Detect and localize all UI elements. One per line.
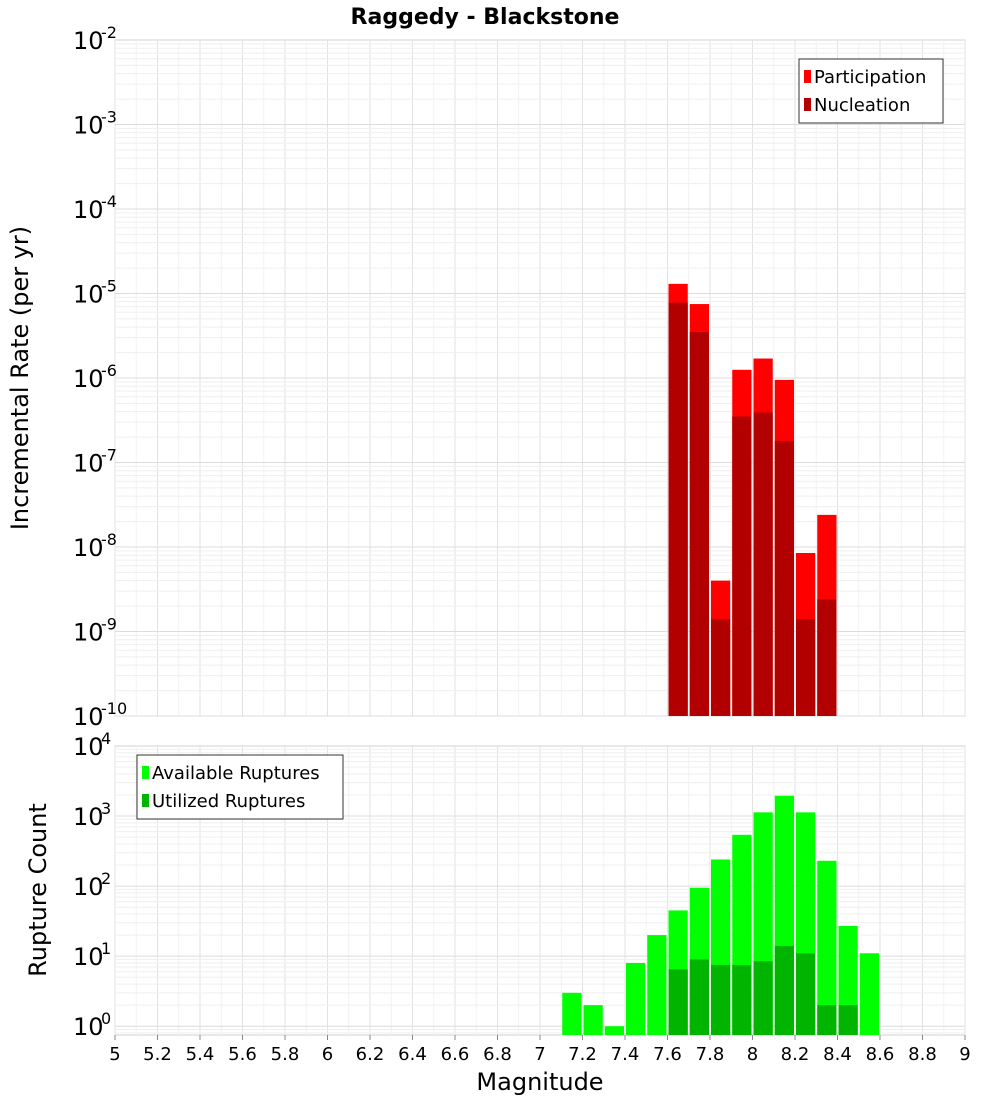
bar [711,619,731,716]
bar [859,953,879,1035]
legend-label: Participation [814,67,926,88]
x-tick-label: 8.8 [908,1044,937,1065]
y-tick-exponent: -5 [101,277,117,296]
y-tick-exponent: 1 [101,939,111,958]
bottom-legend: Available Ruptures Utilized Ruptures [136,754,344,820]
y-tick-label: 10 [73,619,104,647]
y-tick-label: 10 [73,450,104,478]
bottom-grid [114,746,966,1035]
x-tick-label: 6.8 [483,1044,512,1065]
legend-box [798,58,944,124]
bar [689,959,709,1035]
y-tick-exponent: -2 [101,23,117,42]
legend-label: Nucleation [814,95,910,116]
top-legend: Participation Nucleation [798,58,944,124]
y-tick-label: 10 [73,365,104,393]
bar [583,1005,603,1035]
chart-title: Raggedy - Blackstone [351,5,620,30]
bar [817,599,837,716]
bottom-y-axis-label: Rupture Count [24,803,52,977]
x-tick-label: 6.6 [441,1044,470,1065]
x-tick-label: 8 [747,1044,758,1065]
top-y-ticks: 10-210-310-410-510-610-710-810-910-10 [73,23,127,731]
y-tick-exponent: -6 [101,361,117,380]
y-tick-exponent: -7 [101,446,117,465]
x-tick-label: 7.2 [568,1044,597,1065]
y-tick-exponent: 0 [101,1009,111,1028]
y-tick-exponent: -4 [101,192,117,211]
x-tick-label: 5.6 [228,1044,257,1065]
y-tick-label: 10 [73,733,104,761]
x-tick-label: 6.2 [356,1044,385,1065]
y-tick-label: 10 [73,27,104,55]
bar [796,953,816,1035]
bar [647,935,667,1035]
bar [689,332,709,716]
bar [562,992,582,1035]
top-y-axis-label: Incremental Rate (per yr) [6,226,34,530]
y-tick-label: 10 [73,196,104,224]
y-tick-label: 10 [73,281,104,309]
bar [668,302,688,716]
bar [817,1005,837,1035]
x-tick-label: 6 [322,1044,333,1065]
bar [774,945,794,1035]
y-tick-label: 10 [73,1013,104,1041]
x-tick-label: 7.6 [653,1044,682,1065]
legend-label: Available Ruptures [152,763,320,784]
legend-label: Utilized Ruptures [152,791,305,812]
y-tick-label: 10 [73,112,104,140]
legend-swatch [142,766,149,779]
y-tick-exponent: 2 [101,869,111,888]
legend-box [136,754,344,820]
x-tick-label: 7.4 [611,1044,640,1065]
y-tick-exponent: -3 [101,108,117,127]
y-tick-label: 10 [73,943,104,971]
y-tick-exponent: -8 [101,530,117,549]
bar [626,962,646,1035]
x-tick-label: 5.2 [143,1044,172,1065]
top-grid [114,40,966,717]
bar [817,860,837,1035]
top-bars [668,283,837,716]
bar [753,412,773,716]
x-tick-label: 8.6 [866,1044,895,1065]
bar [732,964,752,1035]
legend-swatch [804,70,811,83]
y-tick-label: 10 [73,803,104,831]
x-ticks: 5 5.2 5.4 5.6 5.8 6 6.2 6.4 6.6 6.8 7 7.2 7.4 7.6 7.8 8… [109,1035,971,1065]
y-tick-exponent: -10 [101,699,127,718]
x-tick-label: 8.2 [781,1044,810,1065]
bottom-bars [562,795,879,1035]
x-axis-label: Magnitude [476,1068,603,1096]
x-tick-label: 8.4 [823,1044,852,1065]
bar [668,969,688,1035]
legend-swatch [142,794,149,807]
x-tick-label: 5.4 [186,1044,215,1065]
y-tick-exponent: 4 [101,729,111,748]
x-tick-label: 5.8 [271,1044,300,1065]
bar [796,619,816,716]
x-tick-label: 9 [959,1044,970,1065]
y-tick-label: 10 [73,534,104,562]
bar [774,440,794,716]
bar [838,1005,858,1035]
bar [711,964,731,1035]
bar [753,961,773,1035]
x-tick-label: 5 [109,1044,120,1065]
x-tick-label: 7 [534,1044,545,1065]
x-tick-label: 7.8 [696,1044,725,1065]
y-tick-exponent: 3 [101,799,111,818]
bar [732,416,752,716]
y-tick-exponent: -9 [101,615,117,634]
y-tick-label: 10 [73,873,104,901]
bar [604,1026,624,1035]
x-tick-label: 6.4 [398,1044,427,1065]
y-tick-label: 10 [73,703,104,731]
legend-swatch [804,98,811,111]
